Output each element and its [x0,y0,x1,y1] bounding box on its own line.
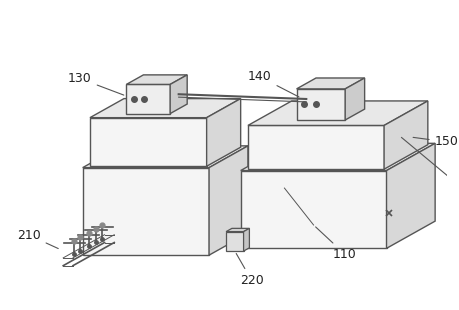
Text: 220: 220 [235,254,263,287]
Polygon shape [126,84,170,113]
Polygon shape [225,232,243,251]
Polygon shape [126,75,187,84]
Text: 130: 130 [68,72,123,95]
Text: 150: 150 [412,135,458,148]
Polygon shape [83,168,208,255]
Polygon shape [344,78,364,120]
Polygon shape [243,228,249,251]
Polygon shape [83,146,247,168]
Polygon shape [206,99,240,166]
Polygon shape [247,101,427,126]
Polygon shape [240,143,434,170]
Polygon shape [170,75,187,113]
Polygon shape [225,228,249,232]
Polygon shape [90,118,206,166]
Text: 140: 140 [247,70,298,97]
Polygon shape [296,89,344,120]
Polygon shape [247,126,383,169]
Polygon shape [383,101,427,169]
Text: 210: 210 [17,228,58,249]
Polygon shape [240,170,386,248]
Text: 110: 110 [315,227,356,261]
Polygon shape [208,146,247,255]
Polygon shape [386,143,434,248]
Polygon shape [90,99,240,118]
Polygon shape [296,78,364,89]
